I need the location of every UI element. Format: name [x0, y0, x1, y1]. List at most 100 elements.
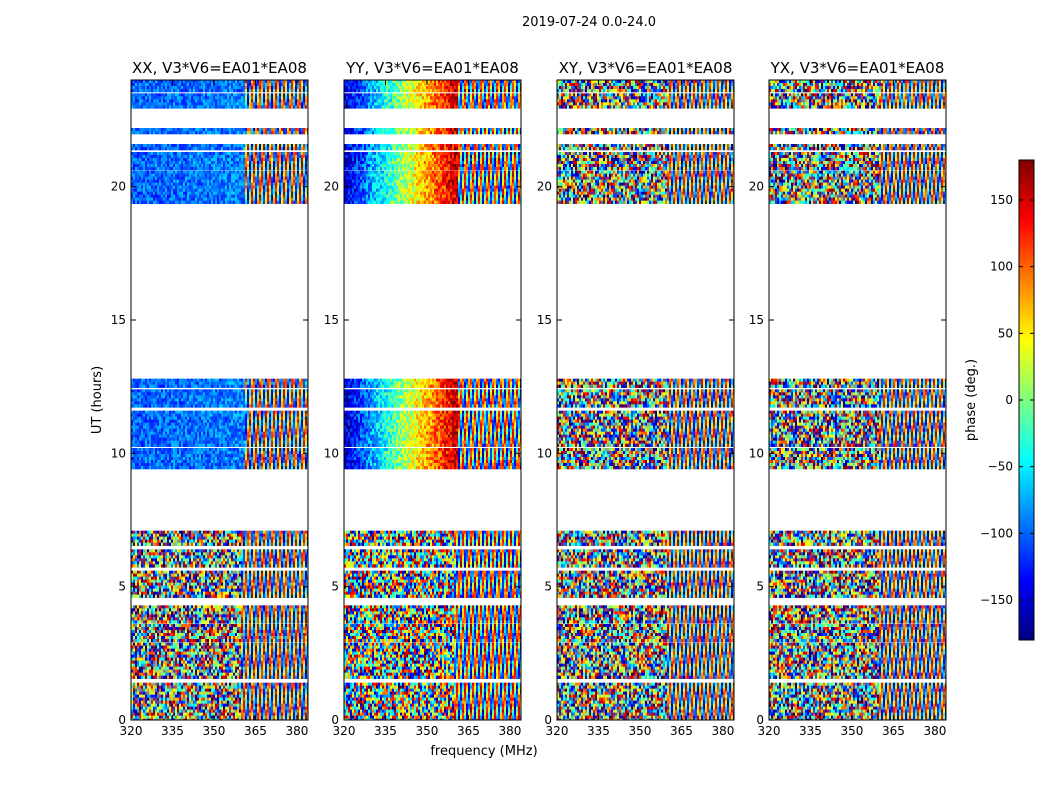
y-tick-label: 10 — [111, 446, 126, 460]
y-tick-label: 5 — [118, 580, 126, 594]
data-band — [131, 642, 308, 679]
data-band — [344, 530, 521, 546]
data-band — [344, 682, 521, 720]
data-band — [131, 378, 308, 388]
data-band — [769, 410, 946, 447]
phase-raster — [344, 80, 521, 720]
panel-frame — [768, 79, 947, 721]
colorbar-tick-label: −150 — [980, 593, 1013, 607]
data-band — [557, 93, 734, 109]
data-band — [131, 570, 308, 598]
data-band — [557, 530, 734, 546]
y-tick-label: 0 — [544, 713, 552, 727]
panel-title: YX, V3*V6=EA01*EA08 — [770, 59, 945, 77]
x-tick-label: 320 — [120, 724, 143, 738]
data-band — [769, 378, 946, 388]
panel-frame — [130, 79, 309, 721]
panels: XX, V3*V6=EA01*EA08 320 335 350 365 380 0 5 10 15… — [111, 59, 947, 738]
data-band — [769, 128, 946, 135]
data-band — [344, 570, 521, 598]
data-band — [769, 389, 946, 408]
x-tick-label: 380 — [285, 724, 308, 738]
x-tick-label: 350 — [629, 724, 652, 738]
data-band — [344, 389, 521, 408]
data-band — [344, 93, 521, 109]
y-tick-label: 10 — [537, 446, 552, 460]
y-tick-label: 20 — [537, 180, 552, 194]
data-band — [344, 624, 521, 643]
phase-raster — [131, 80, 308, 720]
data-band — [131, 93, 308, 109]
y-tick-label: 5 — [756, 580, 764, 594]
data-band — [769, 549, 946, 568]
y-tick-label: 5 — [544, 580, 552, 594]
colorbar-tick-label: 0 — [1005, 393, 1013, 407]
phase-raster — [557, 80, 734, 720]
data-band — [769, 93, 946, 109]
x-tick-label: 335 — [799, 724, 822, 738]
data-band — [557, 80, 734, 93]
colorbar-tick-label: −100 — [980, 526, 1013, 540]
data-band — [557, 144, 734, 151]
x-tick-label: 350 — [203, 724, 226, 738]
data-band — [131, 448, 308, 470]
data-band — [557, 624, 734, 643]
data-band — [131, 152, 308, 171]
x-tick-label: 320 — [546, 724, 569, 738]
data-band — [769, 642, 946, 679]
data-band — [557, 605, 734, 624]
colorbar-tick-label: 100 — [990, 260, 1013, 274]
data-band — [344, 410, 521, 447]
data-band — [344, 80, 521, 93]
y-axis-label: UT (hours) — [90, 366, 105, 434]
x-tick-label: 335 — [374, 724, 397, 738]
panel-1: XX, V3*V6=EA01*EA08 320 335 350 365 380 0 5 10 15… — [111, 59, 309, 738]
x-tick-label: 380 — [498, 724, 521, 738]
y-tick-label: 10 — [324, 446, 339, 460]
x-tick-label: 320 — [333, 724, 356, 738]
x-tick-label: 350 — [841, 724, 864, 738]
y-tick-label: 10 — [749, 446, 764, 460]
data-band — [769, 80, 946, 93]
x-tick-label: 335 — [161, 724, 184, 738]
colorbar-tick-label: 150 — [990, 193, 1013, 207]
x-tick-label: 365 — [457, 724, 480, 738]
panel-2: YY, V3*V6=EA01*EA08 320 335 350 365 380 0 5 10 15… — [324, 59, 522, 738]
data-band — [131, 389, 308, 408]
data-band — [769, 144, 946, 151]
panel-title: XX, V3*V6=EA01*EA08 — [132, 59, 307, 77]
data-band — [131, 530, 308, 546]
data-band — [769, 530, 946, 546]
x-tick-label: 365 — [882, 724, 905, 738]
data-band — [769, 570, 946, 598]
data-band — [769, 448, 946, 470]
y-tick-label: 20 — [324, 180, 339, 194]
y-tick-label: 15 — [537, 313, 552, 327]
data-band — [131, 128, 308, 135]
panel-4: YX, V3*V6=EA01*EA08 320 335 350 365 380 0 5 10 15… — [749, 59, 947, 738]
y-tick-label: 0 — [331, 713, 339, 727]
data-band — [557, 642, 734, 679]
y-tick-label: 15 — [111, 313, 126, 327]
data-band — [769, 682, 946, 720]
x-tick-label: 350 — [416, 724, 439, 738]
colorbar-ticks: 150 100 50 0 −50 −100 −150 — [980, 193, 1034, 607]
data-band — [131, 682, 308, 720]
data-band — [557, 152, 734, 171]
x-axis-label: frequency (MHz) — [430, 744, 537, 759]
data-band — [131, 170, 308, 204]
data-band — [769, 605, 946, 624]
data-band — [344, 152, 521, 171]
data-band — [344, 170, 521, 204]
data-band — [557, 170, 734, 204]
panel-frame — [343, 79, 522, 721]
data-band — [344, 549, 521, 568]
y-tick-label: 5 — [331, 580, 339, 594]
y-tick-label: 15 — [324, 313, 339, 327]
data-band — [557, 682, 734, 720]
data-band — [557, 378, 734, 388]
panel-3: XY, V3*V6=EA01*EA08 320 335 350 365 380 0 5 10 15… — [537, 59, 735, 738]
data-band — [344, 605, 521, 624]
colorbar-label: phase (deg.) — [964, 359, 979, 441]
